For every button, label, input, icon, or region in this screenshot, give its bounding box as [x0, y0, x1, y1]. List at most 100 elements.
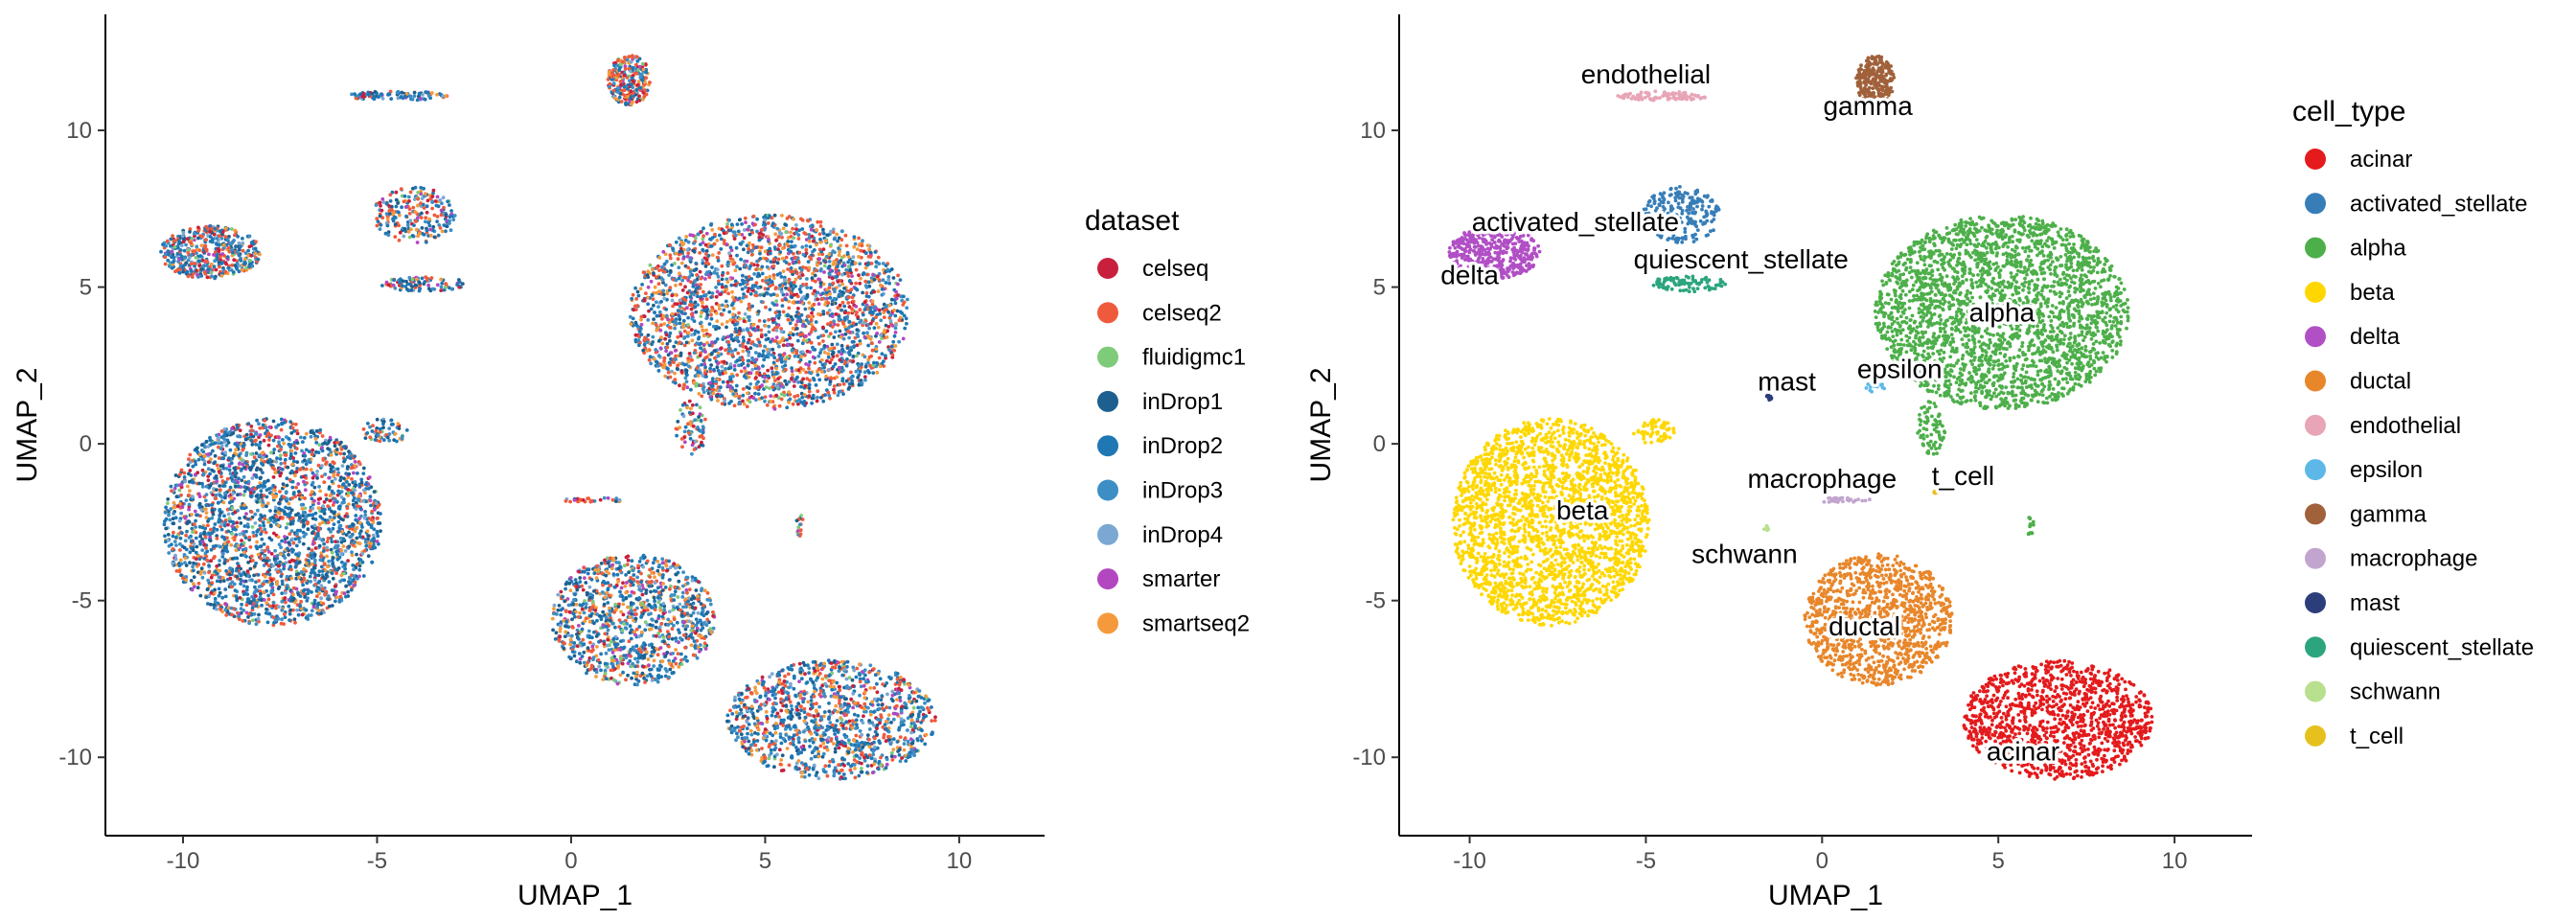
data-point: [168, 518, 172, 522]
data-point: [731, 392, 735, 396]
data-point: [283, 615, 288, 620]
data-point: [305, 581, 310, 586]
data-point: [184, 533, 189, 538]
data-point: [822, 350, 827, 355]
data-point: [747, 306, 751, 310]
data-point: [765, 379, 770, 383]
data-point: [268, 516, 273, 520]
data-point: [727, 310, 732, 314]
data-point: [174, 494, 179, 499]
data-point: [318, 489, 323, 494]
data-point: [279, 552, 283, 556]
data-point: [204, 595, 209, 600]
data-point: [740, 278, 745, 283]
data-point: [273, 505, 278, 510]
data-point: [757, 318, 762, 323]
data-point: [295, 460, 300, 464]
data-point: [200, 575, 205, 580]
data-point: [768, 274, 772, 279]
data-point: [267, 611, 272, 616]
data-point: [210, 468, 215, 472]
data-point: [863, 265, 868, 270]
data-point: [191, 548, 196, 553]
data-point: [721, 380, 725, 384]
data-point: [809, 322, 814, 327]
data-point: [685, 385, 690, 390]
data-point: [237, 462, 242, 466]
data-point: [646, 318, 651, 322]
data-point: [800, 296, 805, 300]
data-point: [846, 289, 850, 293]
data-point: [288, 420, 293, 424]
data-point: [730, 259, 734, 264]
data-point: [336, 529, 341, 534]
data-point: [793, 354, 797, 358]
data-point: [696, 330, 701, 334]
data-point: [352, 540, 356, 545]
data-point: [701, 300, 704, 305]
data-point: [847, 319, 852, 324]
data-point: [751, 396, 756, 401]
data-point: [710, 253, 715, 257]
data-point: [794, 349, 798, 353]
data-point: [733, 279, 738, 284]
data-point: [794, 255, 797, 260]
data-point: [790, 295, 794, 299]
data-point: [850, 295, 855, 300]
data-point: [309, 468, 313, 472]
data-point: [217, 456, 221, 460]
data-point: [821, 399, 826, 403]
data-point: [742, 236, 747, 241]
data-point: [804, 296, 808, 301]
data-point: [284, 512, 288, 516]
data-point: [661, 249, 666, 254]
data-point: [288, 608, 293, 612]
data-point: [192, 522, 196, 526]
data-point: [840, 282, 844, 287]
data-point: [749, 277, 754, 281]
data-point: [635, 289, 640, 294]
data-point: [722, 242, 726, 245]
data-point: [646, 285, 651, 289]
data-point: [733, 322, 737, 327]
data-point: [792, 236, 796, 241]
data-point: [731, 374, 735, 379]
data-point: [794, 260, 798, 264]
data-point: [847, 353, 852, 356]
data-point: [288, 618, 291, 622]
data-point: [749, 287, 754, 290]
data-point: [673, 326, 677, 331]
data-point: [683, 376, 688, 380]
data-point: [163, 534, 167, 539]
data-point: [703, 292, 708, 297]
data-point: [276, 564, 281, 568]
data-point: [857, 236, 861, 241]
data-point: [201, 562, 206, 566]
data-point: [281, 482, 286, 486]
data-point: [334, 595, 339, 600]
data-point: [173, 473, 178, 477]
data-point: [652, 271, 656, 275]
data-point: [779, 275, 784, 279]
data-point: [345, 506, 350, 511]
data-point: [277, 440, 281, 445]
data-point: [786, 267, 790, 271]
data-point: [759, 245, 764, 250]
data-point: [836, 264, 840, 268]
data-point: [763, 249, 768, 254]
data-point: [646, 302, 650, 307]
data-point: [779, 327, 783, 331]
data-point: [755, 217, 759, 221]
data-point: [893, 331, 898, 334]
data-point: [834, 330, 838, 334]
data-point: [764, 257, 769, 261]
data-point: [249, 554, 254, 559]
data-point: [357, 484, 362, 488]
data-point: [180, 531, 184, 536]
data-point: [305, 599, 310, 603]
data-point: [689, 303, 694, 307]
data-point: [840, 352, 843, 356]
data-point: [753, 351, 758, 355]
data-point: [292, 459, 296, 464]
data-point: [270, 466, 275, 470]
